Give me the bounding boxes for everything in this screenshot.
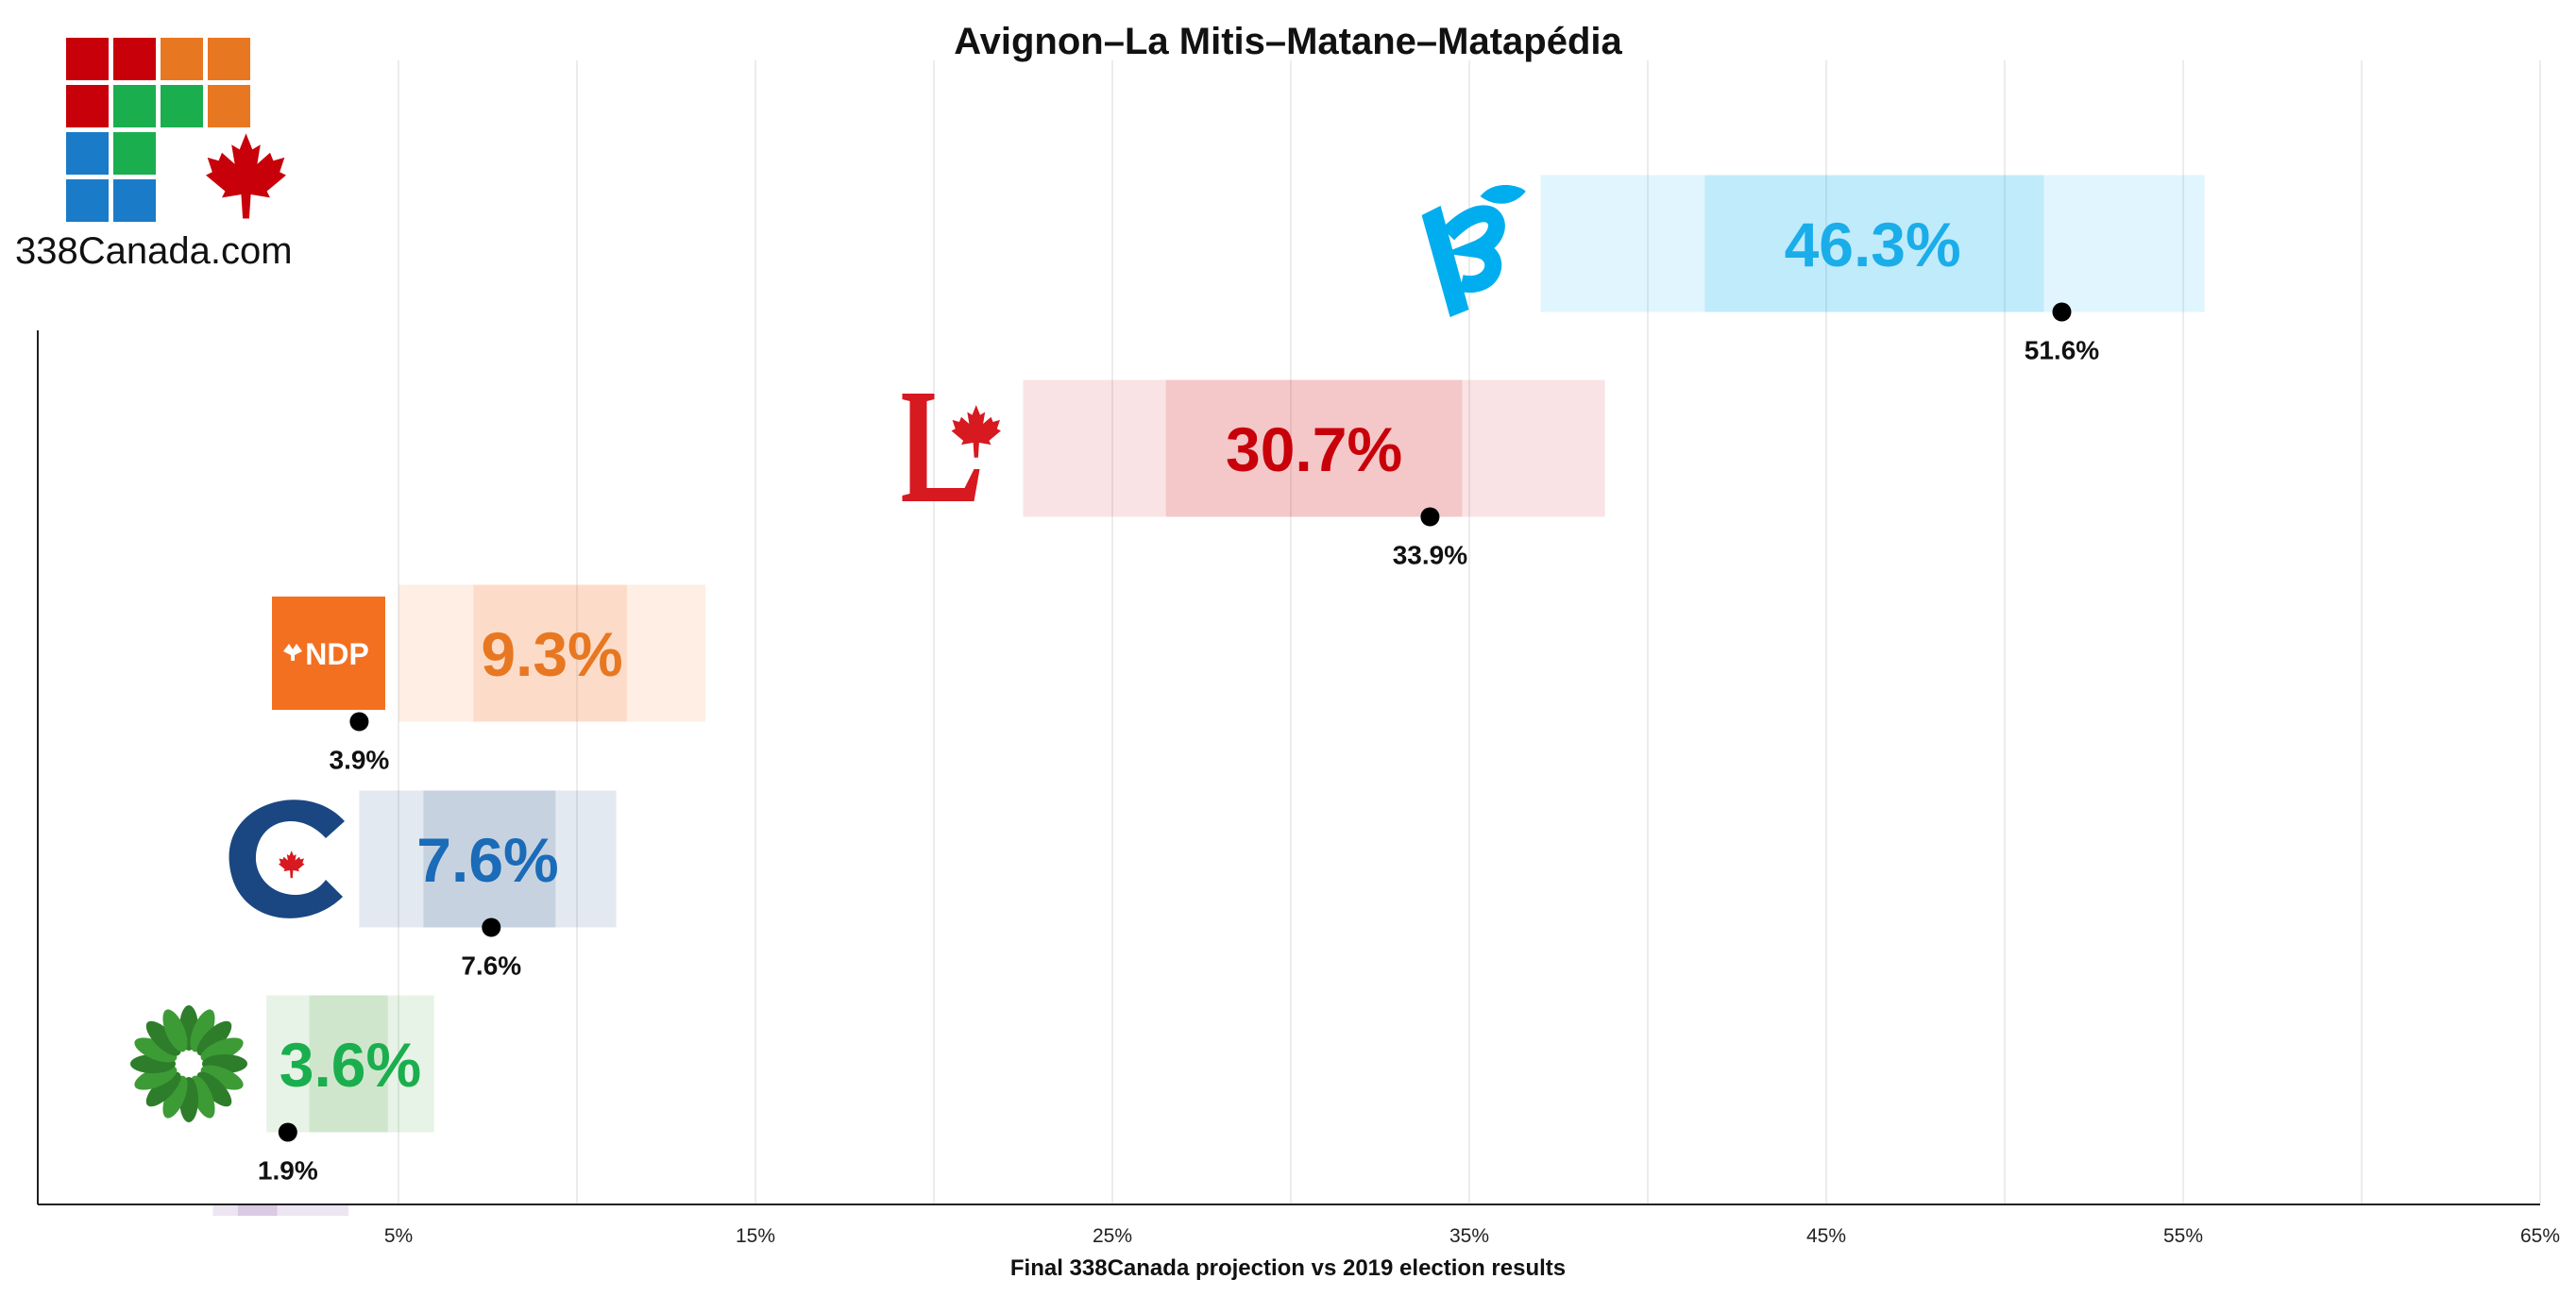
site-logo — [66, 38, 330, 283]
bar-range-cpc — [359, 790, 617, 928]
gpc-petal — [200, 1065, 244, 1090]
result-label-gpc: 1.9% — [258, 1156, 318, 1186]
liberal-icon — [902, 394, 1001, 501]
gpc-petal — [134, 1065, 178, 1090]
gpc-petal — [190, 1009, 215, 1052]
ndp-text: NDP — [305, 637, 369, 671]
lpc-leaf-path — [951, 405, 1001, 458]
bq-curves — [1442, 205, 1505, 293]
bars-layer: 46.3% 51.6% 30.7% 33.9% 9.3% 3.9% 7.6% 7.6% 3.6%… — [212, 175, 2205, 1216]
gpc-petal — [202, 1054, 247, 1073]
result-point-bq — [2052, 302, 2072, 322]
bar-core-bq — [1704, 175, 2044, 312]
result-point-cpc — [482, 917, 501, 937]
chart-title: Avignon–La Mitis–Matane–Matapédia — [954, 21, 1622, 62]
bar-core-cpc — [423, 790, 556, 928]
gpc-petal — [179, 1077, 198, 1122]
bar-range-gpc — [266, 995, 434, 1133]
gpc-petal — [134, 1037, 178, 1063]
result-label-lpc: 33.9% — [1393, 541, 1467, 570]
result-label-bq: 51.6% — [2025, 336, 2099, 365]
bloc-quebecois-icon — [1421, 185, 1526, 317]
projection-label-bq: 46.3% — [1785, 210, 1961, 279]
gpc-petal — [145, 1020, 181, 1056]
gpc-petal — [196, 1071, 232, 1107]
x-tick-label: 65% — [2520, 1225, 2560, 1247]
result-label-cpc: 7.6% — [461, 951, 521, 981]
gpc-petal — [130, 1054, 176, 1073]
bar-core-lpc — [1165, 379, 1463, 517]
x-tick-label: 35% — [1449, 1225, 1489, 1247]
bar-core-ndp — [473, 584, 627, 722]
projection-label-gpc: 3.6% — [280, 1030, 421, 1100]
projection-label-lpc: 30.7% — [1226, 414, 1402, 484]
bar-range-bq — [1540, 175, 2205, 312]
x-tick-label: 45% — [1806, 1225, 1846, 1247]
projection-label-ndp: 9.3% — [481, 619, 622, 689]
bar-range-lpc — [1023, 379, 1605, 517]
gpc-petal — [200, 1037, 244, 1063]
result-point-ndp — [349, 712, 369, 732]
x-tick-label: 55% — [2163, 1225, 2203, 1247]
bar-range-ndp — [398, 584, 706, 722]
x-tick-label: 15% — [736, 1225, 775, 1247]
x-tick-label: 5% — [384, 1225, 413, 1247]
gpc-petal — [145, 1071, 181, 1107]
bq-stem — [1421, 206, 1469, 317]
site-name: 338Canada.com — [15, 230, 293, 272]
x-axis-title: Final 338Canada projection vs 2019 elect… — [1009, 1255, 1567, 1281]
lpc-maple-leaf — [951, 405, 1001, 458]
grid-layer — [398, 60, 2541, 1204]
bar-range-ppc — [212, 1204, 349, 1216]
maple-leaf-icon — [206, 133, 286, 219]
gpc-petal — [196, 1020, 232, 1056]
cpc-leaf-path — [279, 850, 305, 879]
conservative-icon — [229, 800, 345, 918]
gpc-petal — [179, 1005, 198, 1051]
projection-label-cpc: 7.6% — [416, 825, 558, 895]
result-point-gpc — [278, 1122, 297, 1142]
gpc-petal — [162, 1075, 188, 1119]
ndp-leaf — [283, 644, 302, 661]
result-label-ndp: 3.9% — [330, 746, 390, 775]
logos-layer: NDP — [130, 185, 1526, 1122]
x-tick-label: 25% — [1093, 1225, 1132, 1247]
ndp-icon: NDP — [272, 597, 385, 710]
logo-grid-icon — [66, 38, 286, 222]
x-axis: 5% 15% 25% 35% 45% 55% 65% — [37, 330, 2560, 1247]
result-point-lpc — [1420, 507, 1440, 527]
bq-leaf — [1480, 185, 1526, 204]
ndp-box — [272, 597, 385, 710]
gpc-petal — [190, 1075, 215, 1119]
lpc-letter — [902, 394, 980, 501]
bar-core-gpc — [309, 995, 388, 1133]
bar-core-ppc — [237, 1204, 278, 1216]
green-icon — [130, 1005, 247, 1122]
cpc-c — [229, 800, 345, 918]
gpc-center — [178, 1052, 200, 1075]
cpc-maple-leaf — [279, 850, 305, 879]
gpc-petal — [162, 1009, 188, 1052]
